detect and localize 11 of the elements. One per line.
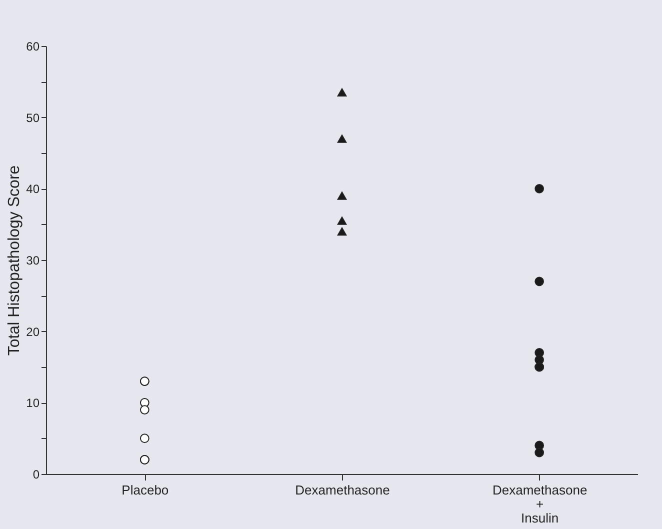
y-tick-label: 60 [26,40,40,54]
x-tick-label: Placebo [122,482,169,498]
y-tick-label: 10 [26,396,40,410]
y-tick-label: 50 [26,110,40,125]
y-tick-label: 40 [26,182,40,196]
y-tick-label: 20 [26,324,40,339]
y-axis-title: Total Histopathology Score [6,165,24,356]
y-tick-label: 0 [32,468,40,482]
x-tick-label: Dexamethasone [295,482,390,498]
x-tick-label: Dexamethasone + Insulin [492,482,588,526]
y-tick-label: 30 [26,254,40,268]
